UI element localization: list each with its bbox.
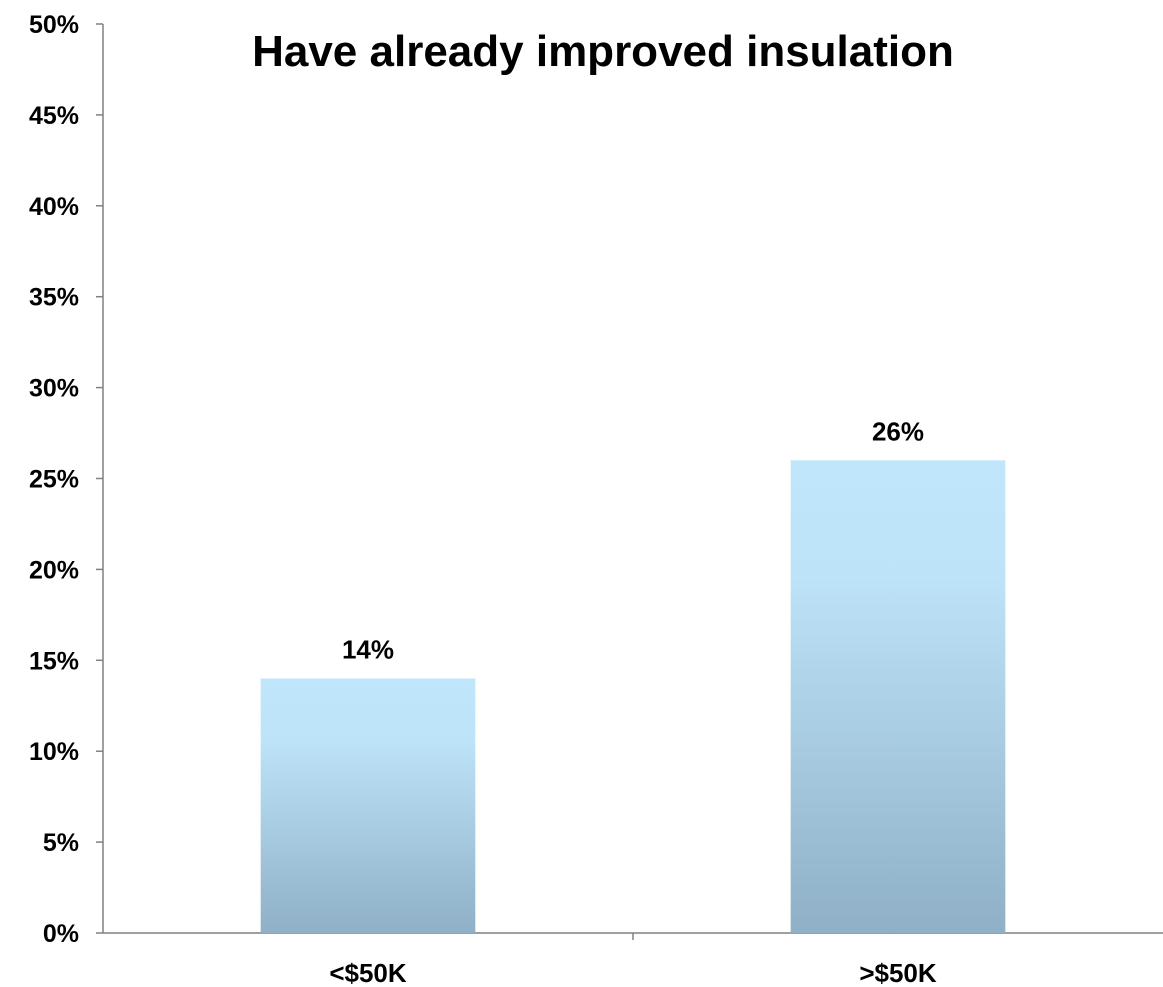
- y-tick-label: 35%: [29, 284, 79, 312]
- y-tick-label: 20%: [29, 556, 79, 584]
- data-labels: 14% 26%: [342, 416, 924, 664]
- bars: [260, 460, 1006, 933]
- data-label: 26%: [872, 416, 924, 446]
- x-axis: <$50K >$50K: [103, 932, 1163, 987]
- y-tick-label: 10%: [29, 738, 79, 766]
- x-category-label: >$50K: [859, 958, 937, 987]
- x-category-label: <$50K: [329, 958, 407, 987]
- y-tick-label: 45%: [29, 102, 79, 130]
- y-tick-label: 0%: [43, 920, 79, 948]
- y-tick-label: 25%: [29, 466, 79, 494]
- bar: [260, 678, 476, 933]
- chart-title: Have already improved insulation: [252, 27, 954, 76]
- y-tick-label: 50%: [29, 11, 79, 39]
- data-label: 14%: [342, 634, 394, 664]
- y-axis: 0% 5% 10% 15% 20% 25% 30% 35% 40% 45% 50%: [29, 11, 104, 948]
- bar: [790, 460, 1006, 933]
- y-tick-label: 40%: [29, 193, 79, 221]
- y-tick-label: 30%: [29, 375, 79, 403]
- y-tick-label: 5%: [43, 829, 79, 857]
- y-tick-label: 15%: [29, 647, 79, 675]
